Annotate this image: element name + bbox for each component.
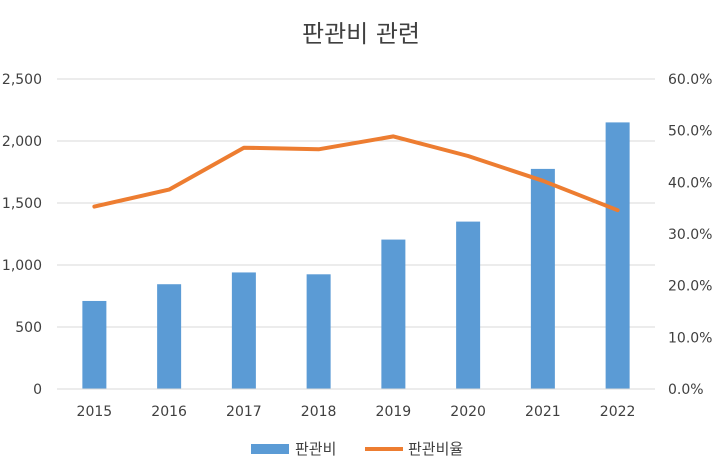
x-tick-label: 2018: [301, 404, 337, 420]
y-right-tick-label: 0.0%: [668, 382, 704, 398]
y-right-tick-label: 50.0%: [668, 124, 712, 140]
bar: [381, 240, 405, 389]
legend-label: 판관비: [295, 440, 336, 458]
y-right-tick-label: 30.0%: [668, 227, 712, 243]
y-right-tick-label: 20.0%: [668, 279, 712, 295]
y-right-tick-label: 40.0%: [668, 175, 712, 191]
bar: [157, 284, 181, 389]
y-left-tick-label: 1,500: [2, 196, 42, 212]
x-tick-label: 2015: [77, 404, 113, 420]
bar: [232, 272, 256, 389]
bar-series: [82, 122, 629, 389]
bar: [82, 301, 106, 389]
x-tick-label: 2021: [525, 404, 561, 420]
chart-title: 판관비 관련: [302, 20, 420, 48]
bar: [307, 274, 331, 389]
y-left-tick-label: 2,000: [2, 134, 42, 150]
x-tick-label: 2022: [600, 404, 636, 420]
bar: [456, 222, 480, 389]
legend-swatch-bar: [251, 444, 289, 454]
y-right-tick-label: 10.0%: [668, 330, 712, 346]
y-left-tick-label: 2,500: [2, 72, 42, 88]
y-left-tick-label: 500: [15, 320, 42, 336]
x-tick-label: 2019: [376, 404, 412, 420]
gridlines: [57, 79, 655, 327]
y-right-tick-label: 60.0%: [668, 72, 712, 88]
y-left-tick-label: 0: [33, 382, 42, 398]
legend-label: 판관비율: [408, 440, 463, 458]
x-tick-label: 2017: [226, 404, 262, 420]
x-tick-label: 2016: [151, 404, 187, 420]
bar: [606, 122, 630, 389]
y-left-tick-label: 1,000: [2, 258, 42, 274]
legend: 판관비 판관비율: [251, 440, 463, 458]
bar: [531, 169, 555, 389]
x-tick-label: 2020: [450, 404, 486, 420]
